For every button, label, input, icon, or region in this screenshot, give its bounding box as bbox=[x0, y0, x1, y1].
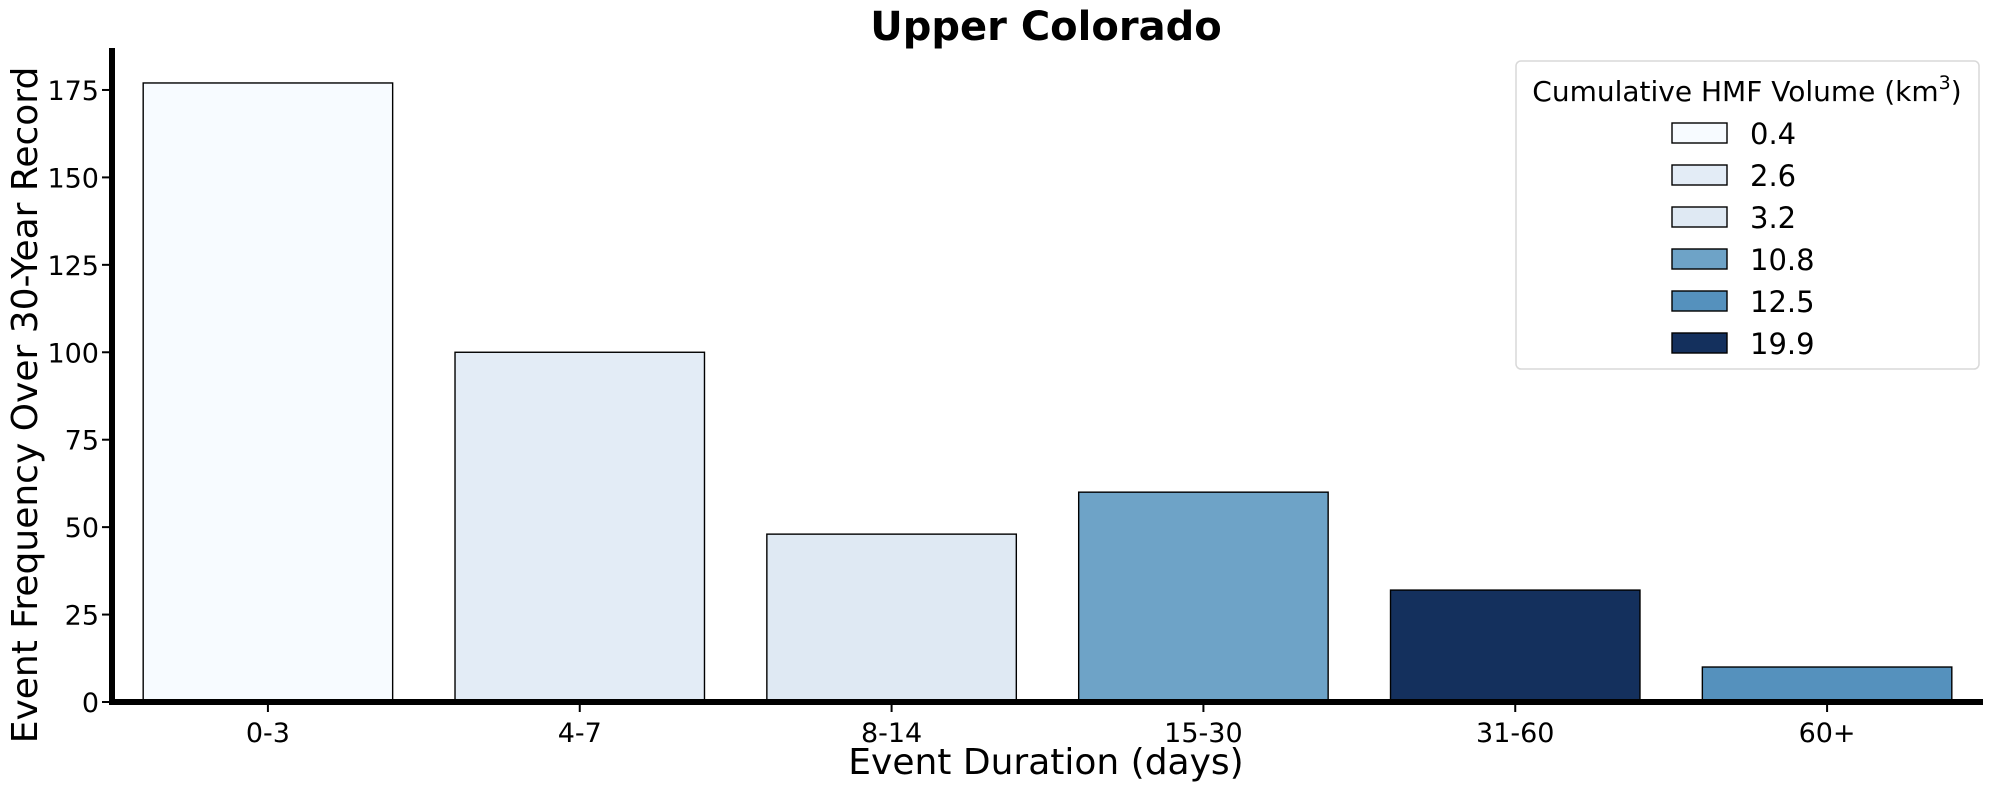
legend-swatch bbox=[1671, 164, 1728, 186]
bar-8-14 bbox=[766, 533, 1018, 703]
bar-4-7 bbox=[454, 351, 706, 703]
y-axis-label: Event Frequency Over 30-Year Record bbox=[5, 67, 46, 744]
x-tick-label: 60+ bbox=[1799, 718, 1856, 749]
bar-60+ bbox=[1701, 666, 1953, 703]
legend-swatch bbox=[1671, 248, 1728, 270]
legend-swatch bbox=[1671, 122, 1728, 144]
y-tick-label: 75 bbox=[65, 426, 99, 457]
plot-area: 0-3 4-7 8-14 15-30 31-60 60+ 0 25 50 75 100 125 150 1… bbox=[47, 48, 1983, 749]
legend: Cumulative HMF Volume (km3) 0.4 2.6 3.2 10.8… bbox=[1515, 60, 1980, 370]
y-tick-label: 175 bbox=[47, 76, 99, 107]
x-tick-label: 31-60 bbox=[1476, 718, 1554, 749]
x-tick-label: 15-30 bbox=[1164, 718, 1242, 749]
bar-15-30 bbox=[1077, 491, 1329, 703]
x-tick-label: 0-3 bbox=[246, 718, 290, 749]
legend-label: 2.6 bbox=[1750, 159, 1796, 193]
y-tick-label: 50 bbox=[65, 513, 99, 544]
x-tick-label: 8-14 bbox=[861, 718, 922, 749]
bar-31-60 bbox=[1389, 589, 1641, 703]
legend-label: 19.9 bbox=[1750, 327, 1815, 361]
y-tick-label: 25 bbox=[65, 601, 99, 632]
chart-title: Upper Colorado bbox=[870, 4, 1221, 50]
legend-label: 3.2 bbox=[1750, 201, 1796, 235]
legend-label: 12.5 bbox=[1750, 285, 1815, 319]
bar-0-3 bbox=[142, 82, 394, 703]
y-tick-label: 0 bbox=[82, 688, 99, 719]
y-tick-label: 125 bbox=[47, 251, 99, 282]
legend-title: Cumulative HMF Volume (km3) bbox=[1532, 72, 1961, 108]
legend-label: 0.4 bbox=[1750, 117, 1796, 151]
legend-swatch bbox=[1671, 206, 1728, 228]
legend-frame bbox=[1515, 60, 1980, 370]
x-axis-label: Event Duration (days) bbox=[848, 742, 1243, 783]
legend-label: 10.8 bbox=[1750, 243, 1815, 277]
legend-swatch bbox=[1671, 332, 1728, 354]
y-tick-label: 150 bbox=[47, 163, 99, 194]
legend-swatch bbox=[1671, 290, 1728, 312]
y-tick-label: 100 bbox=[47, 338, 99, 369]
x-tick-label: 4-7 bbox=[558, 718, 602, 749]
